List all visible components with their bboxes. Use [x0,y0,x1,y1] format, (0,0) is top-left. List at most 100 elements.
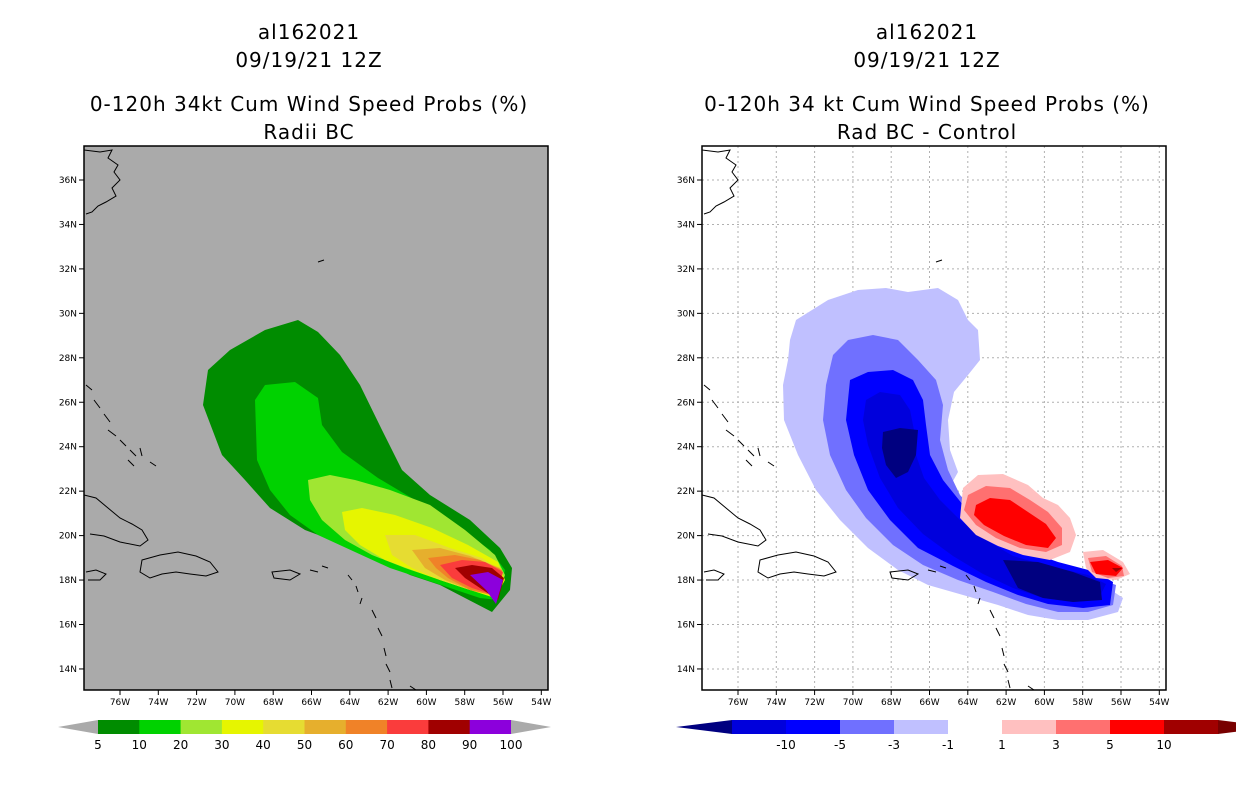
lat-tick-label: 14N [59,665,77,675]
colorbar-label: 40 [256,738,271,752]
colorbar-swatch [1110,720,1165,734]
hispaniola-coast [757,551,837,579]
lon-tick-label: 60W [1034,698,1054,708]
jamaica-coast [703,569,725,581]
left-subtitle: Radii BC [263,120,355,144]
colorbar-swatch [221,720,264,734]
diff-plus5-contour [974,498,1056,548]
lat-tick-label: 28N [677,354,695,364]
lon-tick-label: 62W [378,698,398,708]
colorbar-label: 5 [94,738,102,752]
left-map-svg: 36N 34N 32N 30N 28N 26N 24N 22N 20N 18N 16N 14N 76W… [58,145,552,752]
right-map-svg: 36N 34N 32N 30N 28N 26N 24N 22N 20N 18N 16N 14N 76W… [676,145,1236,752]
colorbar-label: 100 [500,738,523,752]
diff-plus10-east [1112,568,1122,572]
colorbar-low-end [676,720,732,734]
lon-tick-label: 62W [996,698,1016,708]
colorbar-label: 80 [421,738,436,752]
lon-tick-label: 66W [919,698,939,708]
lon-tick-label: 64W [340,698,360,708]
lon-tick-label: 66W [301,698,321,708]
virgin-islands [309,565,329,573]
right-difference-contours [702,149,1130,690]
lat-tick-label: 32N [677,265,695,275]
colorbar-label: 10 [132,738,147,752]
colorbar-label: 1 [998,738,1006,752]
right-colorbar: -10 -5 -3 -1 1 3 5 10 [676,720,1236,752]
virgin-islands [927,565,947,573]
diff-below-minus10-north [882,428,918,478]
lon-tick-label: 56W [493,698,513,708]
right-lat-ticks: 36N 34N 32N 30N 28N 26N 24N 22N 20N 18N 16N 14N [677,176,702,675]
lat-tick-label: 18N [677,576,695,586]
cuba-coast [84,494,149,547]
bahamas-islands [85,384,157,467]
left-colorbar: 5 10 20 30 40 50 60 70 80 90 100 [58,720,551,752]
diff-plus5-east [1090,560,1123,576]
us-east-coast [702,149,739,215]
colorbar-swatch [1164,720,1219,734]
right-storm-id: al162021 [875,20,979,44]
colorbar-swatch [98,720,140,734]
lat-tick-label: 24N [59,443,77,453]
lon-tick-label: 54W [1149,698,1169,708]
lon-tick-label: 60W [416,698,436,708]
lon-tick-label: 64W [958,698,978,708]
colorbar-swatch [428,720,471,734]
colorbar-label: 60 [338,738,353,752]
lat-tick-label: 16N [59,621,77,631]
lat-tick-label: 28N [59,354,77,364]
colorbar-label: 20 [173,738,188,752]
left-panel: al162021 09/19/21 12Z 0-120h 34kt Cum Wi… [58,20,552,752]
colorbar-label: 70 [379,738,394,752]
lon-tick-label: 74W [766,698,786,708]
lat-tick-label: 34N [59,220,77,230]
lat-tick-label: 18N [59,576,77,586]
hispaniola-coast [139,551,219,579]
colorbar-label: 5 [1106,738,1114,752]
left-product-title: 0-120h 34kt Cum Wind Speed Probs (%) [89,92,529,116]
colorbar-label: -3 [888,738,900,752]
lon-tick-label: 76W [728,698,748,708]
lat-tick-label: 20N [677,532,695,542]
lon-tick-label: 72W [804,698,824,708]
colorbar-swatch [1056,720,1111,734]
lat-tick-label: 26N [677,398,695,408]
left-storm-id: al162021 [257,20,361,44]
lon-tick-label: 58W [1073,698,1093,708]
lat-tick-label: 14N [677,665,695,675]
lon-tick-label: 58W [455,698,475,708]
right-subtitle: Rad BC - Control [836,120,1018,144]
colorbar-high-end [1218,720,1236,734]
colorbar-label: 3 [1052,738,1060,752]
lat-tick-label: 30N [677,309,695,319]
lon-tick-label: 68W [263,698,283,708]
lat-tick-label: 26N [59,398,77,408]
lon-tick-label: 54W [531,698,551,708]
left-lat-ticks: 36N 34N 32N 30N 28N 26N 24N 22N 20N 18N 16N 14N [59,176,84,675]
right-date: 09/19/21 12Z [853,48,1001,72]
left-lon-ticks: 76W 74W 72W 70W 68W 66W 64W 62W 60W 58W 56W 54W [110,690,552,708]
colorbar-swatch [786,720,841,734]
right-panel: al162021 09/19/21 12Z 0-120h 34 kt Cum W… [618,0,1236,800]
lon-tick-label: 76W [110,698,130,708]
left-map-frame [83,145,549,691]
colorbar-label: 90 [462,738,477,752]
lon-tick-label: 70W [843,698,863,708]
colorbar-swatch [948,720,1003,734]
lesser-antilles [347,574,417,690]
colorbar-swatch [1002,720,1057,734]
left-probability-contours [84,149,512,690]
lon-tick-label: 74W [148,698,168,708]
lat-tick-label: 36N [677,176,695,186]
lat-tick-label: 30N [59,309,77,319]
left-date: 09/19/21 12Z [235,48,383,72]
lon-tick-label: 56W [1111,698,1131,708]
bahamas-islands [703,384,775,467]
left-coastlines [84,149,417,690]
lat-tick-label: 36N [59,176,77,186]
lat-tick-label: 34N [677,220,695,230]
right-map-frame [701,145,1167,691]
cuba-coast [702,494,767,547]
lesser-antilles [965,574,1035,690]
